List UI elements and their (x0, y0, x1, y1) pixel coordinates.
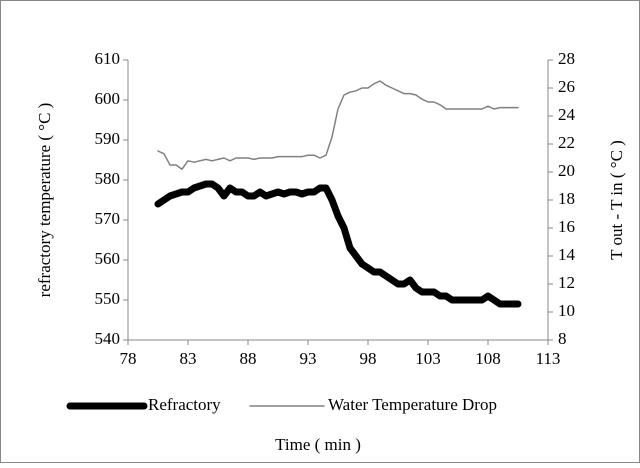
y2-tick-label: 24 (558, 105, 576, 124)
y2-tick-label: 26 (558, 77, 575, 96)
x-tick-label: 103 (415, 349, 441, 368)
legend-label: Water Temperature Drop (328, 395, 497, 414)
y-tick-label: 570 (95, 209, 121, 228)
y2-tick-label: 10 (558, 301, 575, 320)
series-line (154, 180, 522, 308)
y-tick-label: 560 (95, 249, 121, 268)
y2-tick-label: 18 (558, 189, 575, 208)
x-tick-label: 78 (120, 349, 137, 368)
y-tick-label: 540 (95, 329, 121, 348)
x-tick-label: 93 (300, 349, 317, 368)
x-tick-label: 83 (180, 349, 197, 368)
y2-tick-label: 12 (558, 273, 575, 292)
x-axis-title: Time ( min ) (275, 435, 361, 454)
legend-label: Refractory (148, 395, 221, 414)
x-tick-label: 113 (536, 349, 561, 368)
y2-tick-label: 22 (558, 133, 575, 152)
y2-tick-label: 28 (558, 49, 575, 68)
x-tick-label: 88 (240, 349, 257, 368)
y-tick-label: 550 (95, 289, 121, 308)
x-tick-label: 98 (360, 349, 377, 368)
y-axis-title: refractory temperature ( °C ) (35, 103, 54, 298)
y2-axis-title: T out - T in ( °C ) (607, 140, 626, 260)
series-line (157, 80, 519, 170)
y2-tick-label: 16 (558, 217, 575, 236)
y-tick-label: 590 (95, 129, 121, 148)
y2-tick-label: 20 (558, 161, 575, 180)
y-tick-label: 600 (95, 89, 121, 108)
x-tick-label: 108 (475, 349, 501, 368)
y-tick-label: 610 (95, 49, 121, 68)
y2-tick-label: 8 (558, 329, 567, 348)
y-tick-label: 580 (95, 169, 121, 188)
y2-tick-label: 14 (558, 245, 576, 264)
